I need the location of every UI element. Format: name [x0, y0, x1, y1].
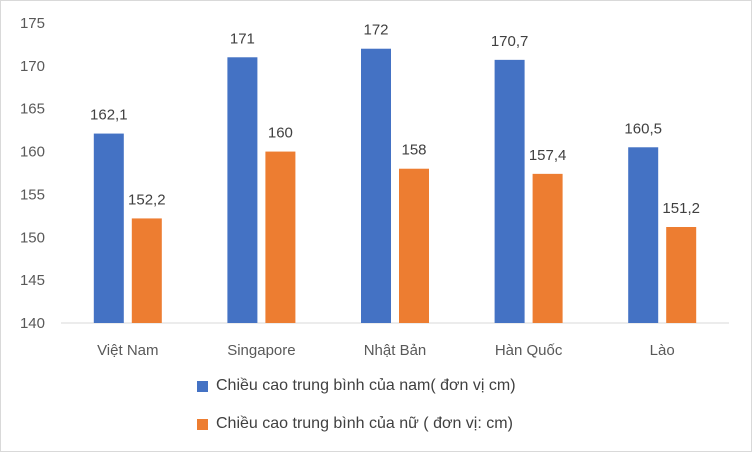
data-label: 157,4 [529, 147, 567, 164]
data-label: 160 [268, 125, 293, 142]
legend-label-female: Chiều cao trung bình của nữ ( đơn vị: cm… [216, 415, 513, 432]
bar-male [361, 48, 391, 323]
bar-female [131, 218, 162, 323]
bar-female [265, 151, 296, 323]
y-tick-label: 170 [20, 58, 45, 75]
y-tick-label: 165 [20, 101, 45, 118]
legend-swatch-female [197, 418, 208, 430]
data-label: 172 [363, 22, 388, 39]
bar-female [399, 168, 429, 323]
category-label: Lào [650, 342, 675, 359]
y-tick-label: 155 [20, 186, 45, 203]
legend-label-male: Chiều cao trung bình của nam( đơn vị cm) [216, 377, 516, 394]
data-label: 151,2 [662, 200, 700, 217]
y-tick-label: 150 [20, 229, 45, 246]
category-label: Singapore [227, 342, 295, 359]
bar-male [628, 147, 659, 323]
y-tick-label: 145 [20, 272, 45, 289]
category-label: Nhật Bản [364, 342, 427, 359]
bar-male [494, 59, 525, 323]
data-label: 160,5 [624, 120, 662, 137]
data-label: 152,2 [128, 191, 166, 208]
y-tick-label: 140 [20, 315, 45, 332]
y-tick-label: 175 [20, 15, 45, 32]
bar-female [666, 227, 697, 323]
data-label: 158 [401, 142, 426, 159]
legend-swatch-male [197, 380, 208, 392]
legend-entry-male: Chiều cao trung bình của nam( đơn vị cm) [197, 377, 516, 395]
bar-male [227, 57, 258, 324]
data-label: 170,7 [491, 33, 529, 50]
bar-female [532, 173, 563, 323]
bar-male [93, 133, 124, 323]
y-tick-label: 160 [20, 144, 45, 161]
data-label: 162,1 [90, 107, 128, 124]
data-label: 171 [230, 30, 255, 47]
legend-entry-female: Chiều cao trung bình của nữ ( đơn vị: cm… [197, 415, 513, 433]
category-label: Việt Nam [97, 342, 158, 359]
category-label: Hàn Quốc [495, 342, 563, 359]
